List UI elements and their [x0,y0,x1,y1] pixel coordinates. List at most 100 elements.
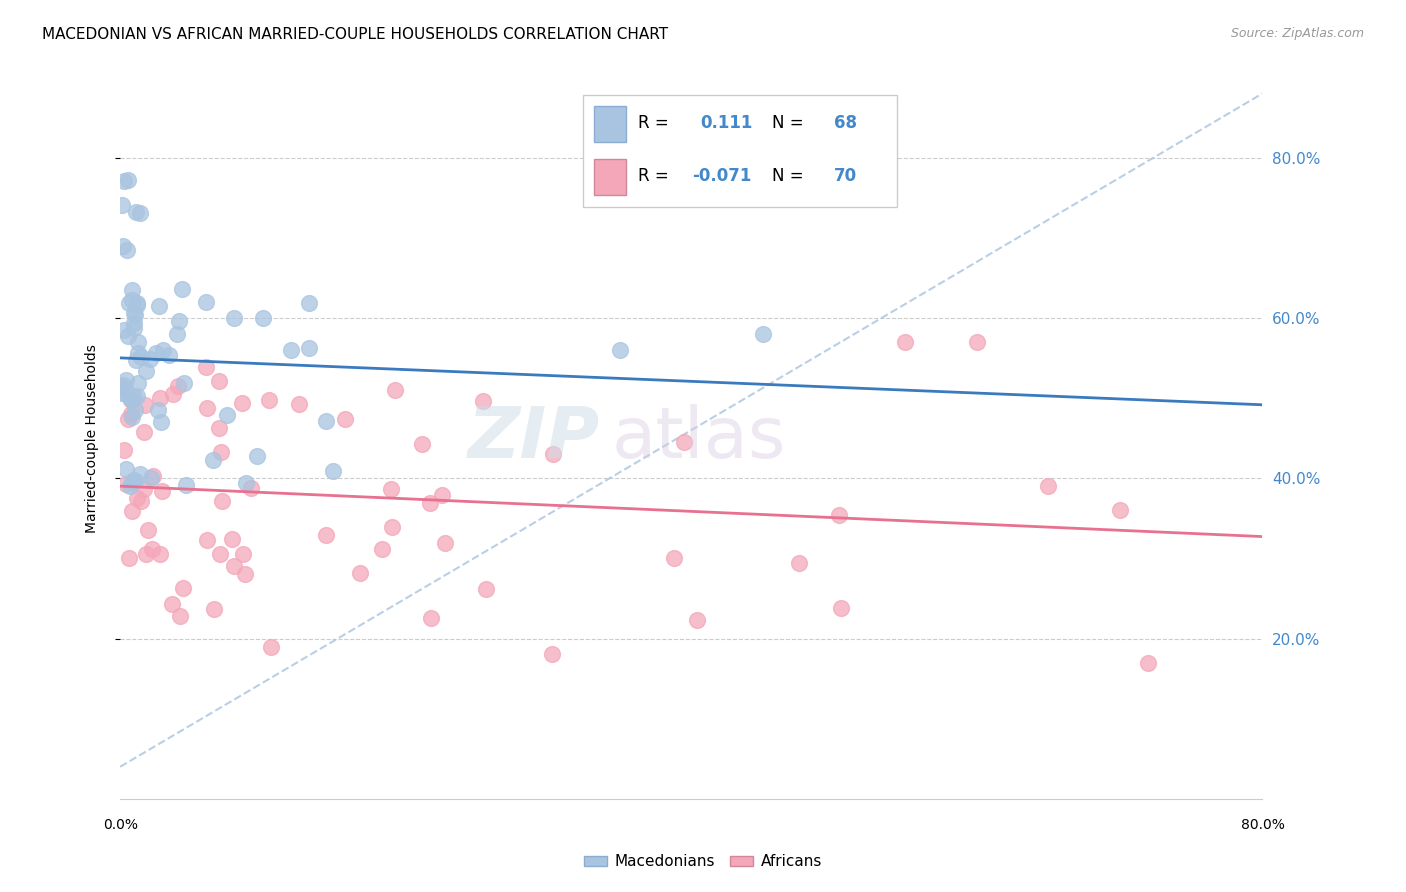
Point [221,532,243,546]
Point [127,334,149,349]
Point [194,294,217,309]
Point [125,389,148,403]
Point [172,282,194,296]
Point [120,393,142,408]
Point [111,386,134,401]
Point [541,447,564,461]
FancyBboxPatch shape [595,159,626,195]
Point [174,478,197,492]
Point [121,475,143,489]
Point [233,566,256,581]
Point [787,556,810,570]
Point [121,393,143,408]
Point [145,346,167,360]
Point [122,390,145,404]
Point [111,385,134,400]
Point [1038,479,1060,493]
Point [280,343,302,357]
Point [966,334,988,349]
Text: R =: R = [637,168,673,186]
Point [472,394,495,409]
Point [202,602,225,616]
Point [222,559,245,574]
Point [232,548,254,562]
Point [125,353,148,368]
Point [432,488,454,502]
Point [157,348,180,362]
Point [127,346,149,360]
Point [260,640,283,655]
Point [1137,656,1160,670]
Point [152,343,174,357]
Point [235,476,257,491]
Text: N =: N = [772,168,810,186]
Point [172,581,194,595]
Point [146,403,169,417]
Point [381,520,404,534]
Point [169,314,191,328]
Point [166,326,188,341]
Point [122,316,145,330]
Point [118,550,141,565]
Point [120,407,142,421]
Point [202,452,225,467]
Point [162,386,184,401]
Point [111,380,134,394]
Point [419,611,441,625]
Point [139,351,162,366]
Point [149,547,172,561]
Point [125,295,148,310]
Point [117,412,139,426]
FancyBboxPatch shape [595,106,626,143]
Point [121,409,143,424]
Point [121,293,143,307]
Point [142,468,165,483]
Point [117,243,139,257]
Point [117,328,139,343]
Point [208,374,231,388]
FancyBboxPatch shape [582,95,897,207]
Point [117,173,139,187]
Point [169,608,191,623]
Point [541,647,564,661]
Point [686,613,709,627]
Point [141,542,163,557]
Point [224,310,246,325]
Text: R =: R = [637,114,673,132]
Point [112,239,135,253]
Text: atlas: atlas [612,404,786,473]
Point [112,323,135,337]
Text: 68: 68 [834,114,858,132]
Text: 0.111: 0.111 [700,114,752,132]
Point [148,299,170,313]
Point [195,401,218,416]
Point [208,421,231,435]
Point [160,597,183,611]
Point [475,582,498,596]
Point [135,364,157,378]
Point [141,471,163,485]
Point [209,548,232,562]
Point [194,359,217,374]
Point [1108,503,1130,517]
Point [751,326,773,341]
Point [134,398,156,412]
Point [419,496,441,510]
Text: -0.071: -0.071 [692,168,752,186]
Text: N =: N = [772,114,810,132]
Point [195,533,218,548]
Point [609,343,631,357]
Point [150,415,173,429]
Point [114,461,136,475]
Legend: Macedonians, Africans: Macedonians, Africans [578,848,828,875]
Point [115,373,138,387]
Point [124,309,146,323]
Point [129,350,152,364]
Point [121,504,143,518]
Point [120,479,142,493]
Point [209,445,232,459]
Point [315,528,337,542]
Point [371,542,394,557]
Point [136,523,159,537]
Text: 80.0%: 80.0% [1240,818,1285,832]
